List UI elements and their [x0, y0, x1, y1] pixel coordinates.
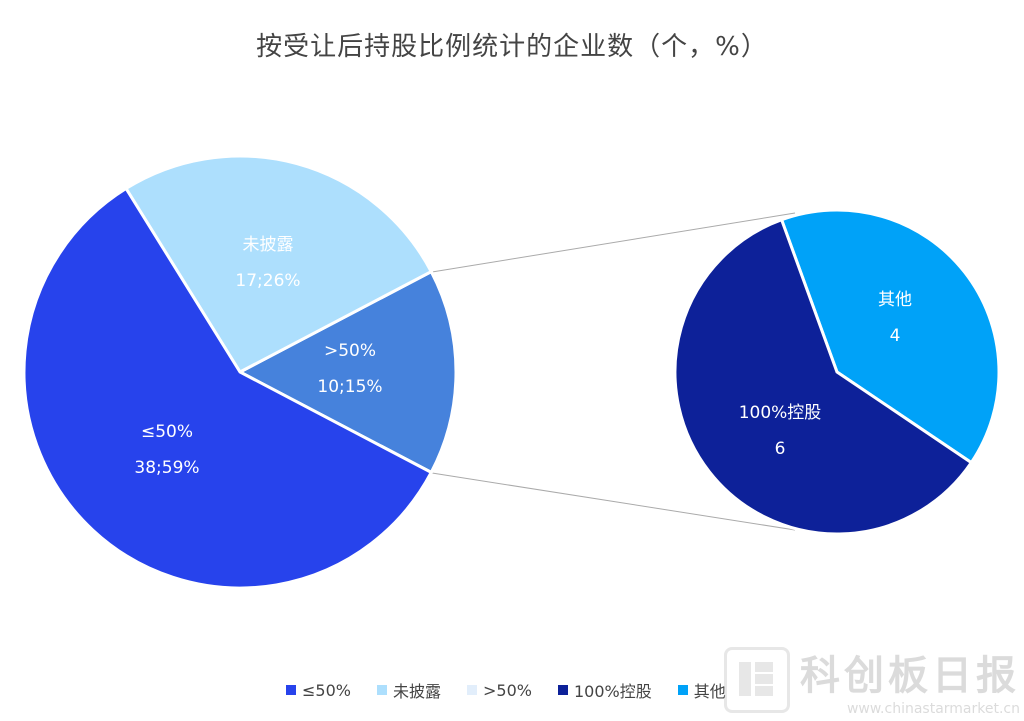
- legend-swatch-2: [466, 685, 477, 695]
- legend-swatch-1: [376, 685, 387, 695]
- legend-label-2: >50%: [482, 680, 532, 700]
- legend-label-1: 未披露: [392, 682, 441, 701]
- sub-slice-value-label-1: 6: [775, 439, 786, 459]
- legend-item-0: ≤50%: [286, 678, 351, 702]
- watermark-name: 科创板日报: [800, 653, 1020, 699]
- legend: ≤50% 未披露 >50% 100%控股 其他: [286, 678, 726, 702]
- chart-title: 按受让后持股比例统计的企业数（个，%）: [256, 32, 768, 62]
- main-pie: [22, 154, 458, 590]
- main-pie-slice-0: [22, 186, 434, 590]
- legend-item-2: >50%: [466, 678, 532, 702]
- main-slice-name-label-1: 未披露: [243, 235, 294, 255]
- sub-slice-name-label-0: 其他: [878, 290, 912, 310]
- legend-item-4: 其他: [677, 678, 726, 702]
- sub-pie: [673, 208, 1001, 536]
- legend-label-3: 100%控股: [573, 682, 652, 701]
- sub-slice-name-label-1: 100%控股: [739, 403, 822, 423]
- legend-label-0: ≤50%: [302, 680, 351, 700]
- sub-slice-value-label-0: 4: [890, 326, 901, 346]
- legend-swatch-0: [286, 685, 296, 695]
- connector-line-top: [431, 212, 796, 273]
- main-slice-value-label-2: 10;15%: [317, 377, 382, 397]
- main-slice-name-label-0: ≤50%: [141, 422, 193, 442]
- watermark: 科创板日报 www.chinastarmarket.cn: [724, 643, 1020, 717]
- legend-item-3: 100%控股: [557, 678, 652, 702]
- main-pie-slice-1: [123, 154, 434, 374]
- main-slice-name-label-2: >50%: [324, 341, 376, 361]
- watermark-logo-icon: [724, 647, 790, 713]
- slice-labels: ≤50% 38;59% 未披露 17;26% >50% 10;15% 其他 4 100%控股 6: [134, 235, 912, 478]
- main-slice-value-label-1: 17;26%: [235, 271, 300, 291]
- legend-item-1: 未披露: [376, 678, 441, 702]
- main-slice-value-label-0: 38;59%: [134, 458, 199, 478]
- legend-label-4: 其他: [693, 682, 726, 701]
- legend-swatch-3: [557, 685, 568, 695]
- connector-line-bottom: [431, 472, 796, 531]
- main-pie-slice-2: [236, 269, 458, 475]
- legend-swatch-4: [677, 685, 688, 695]
- watermark-url: www.chinastarmarket.cn: [846, 701, 1020, 717]
- sub-pie-slice-0: [779, 208, 1001, 465]
- sub-pie-slice-1: [673, 217, 974, 536]
